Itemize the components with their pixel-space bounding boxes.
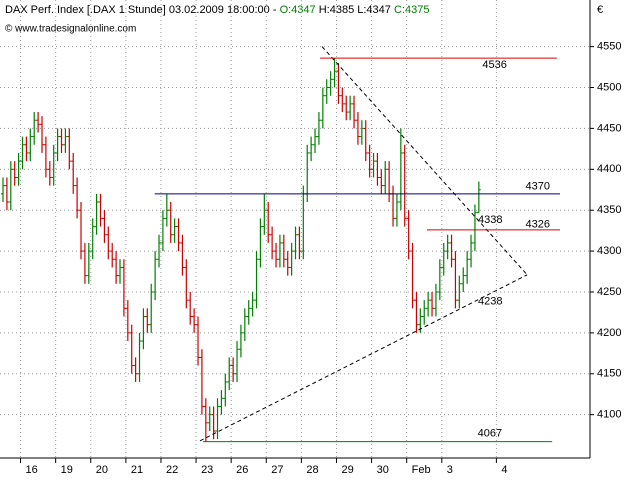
- y-tick-label: 4400: [597, 163, 621, 175]
- x-tick-label: 29: [341, 464, 353, 476]
- header-part: H:4385 L:4347: [316, 4, 394, 16]
- trend-value-label: 4338: [478, 214, 502, 226]
- x-tick-label: 21: [131, 464, 143, 476]
- copyright: © www.tradesignalonline.com: [5, 24, 136, 35]
- x-tick-label: 27: [271, 464, 283, 476]
- x-tick-label: 22: [166, 464, 178, 476]
- x-tick-label: 3: [447, 464, 453, 476]
- y-tick-label: 4150: [597, 368, 621, 380]
- x-tick-label: 19: [61, 464, 73, 476]
- level-label: 4326: [525, 219, 549, 231]
- chart-header: DAX Perf. Index [.DAX 1 Stunde] 03.02.20…: [5, 4, 429, 16]
- x-tick-label: 26: [236, 464, 248, 476]
- trendline: [199, 274, 528, 442]
- x-tick-label: Feb: [412, 464, 431, 476]
- x-tick-label: 23: [201, 464, 213, 476]
- y-tick-label: 4200: [597, 327, 621, 339]
- header-part: DAX Perf. Index [.DAX 1 Stunde] 03.02.20…: [5, 4, 280, 16]
- y-tick-label: 4250: [597, 286, 621, 298]
- header-part: C:4375: [394, 4, 429, 16]
- x-tick-label: 28: [306, 464, 318, 476]
- x-tick-label: 4: [501, 464, 507, 476]
- level-label: 4370: [525, 181, 549, 193]
- y-tick-label: 4450: [597, 122, 621, 134]
- level-label: 4067: [478, 428, 502, 440]
- x-tick-label: 16: [26, 464, 38, 476]
- y-tick-label: 4550: [597, 41, 621, 53]
- level-label: 4536: [482, 59, 506, 71]
- header-part: O:4347: [280, 4, 316, 16]
- y-tick-label: 4300: [597, 245, 621, 257]
- y-tick-label: 4500: [597, 81, 621, 93]
- currency: €: [597, 4, 603, 16]
- y-tick-label: 4100: [597, 409, 621, 421]
- x-tick-label: 20: [96, 464, 108, 476]
- trendline: [321, 46, 528, 276]
- trend-value-label: 4238: [478, 296, 502, 308]
- x-tick-label: 30: [377, 464, 389, 476]
- y-tick-label: 4350: [597, 204, 621, 216]
